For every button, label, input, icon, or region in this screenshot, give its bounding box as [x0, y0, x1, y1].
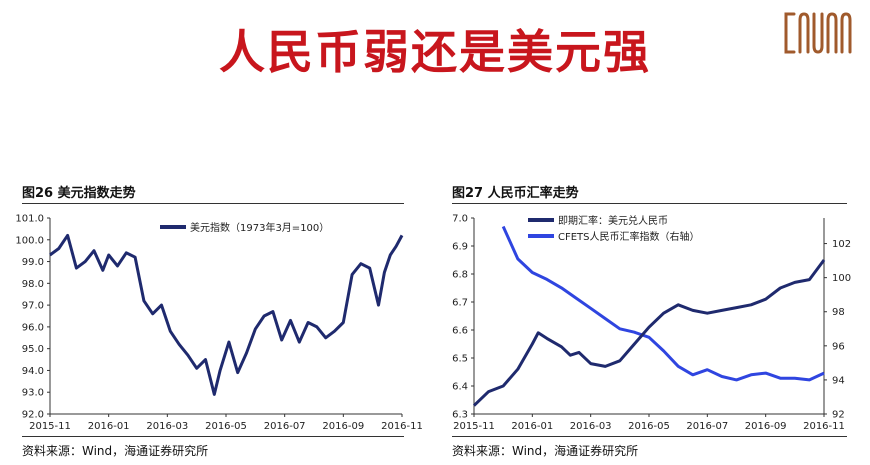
left-chart-title: 图26 美元指数走势 — [22, 186, 136, 201]
right-source-rule — [452, 436, 847, 437]
y-tick-label: 6.6 — [452, 326, 468, 337]
x-tick-label: 2015-11 — [453, 421, 495, 432]
rmb-rate-chart: 6.3 6.4 6.5 6.6 6.7 6.8 6.9 7.0 92 94 96 98 100 102 20… — [452, 214, 851, 433]
y2-tick-label: 98 — [832, 307, 845, 318]
y-tick-label: 93.0 — [22, 388, 44, 399]
y-tick-label: 6.9 — [452, 242, 468, 253]
y-tick-label: 99.0 — [22, 257, 44, 268]
right-source-note: 资料来源：Wind，海通证券研究所 — [452, 444, 639, 458]
y2-tick-label: 100 — [832, 273, 851, 284]
x-tick-label: 2016-01 — [511, 421, 553, 432]
x-tick-label: 2016-05 — [628, 421, 670, 432]
y-tick-label: 94.0 — [22, 366, 44, 377]
slide-title: 人民币弱还是美元强 — [219, 25, 651, 79]
y-tick-label: 7.0 — [452, 214, 468, 225]
dollar-index-chart: 92.0 93.0 94.0 95.0 96.0 97.0 98.0 99.0 100.0 101… — [15, 214, 423, 433]
x-tick-label: 2016-07 — [264, 421, 306, 432]
y-tick-label: 96.0 — [22, 322, 44, 333]
y-tick-label: 97.0 — [22, 301, 44, 312]
x-tick-label: 2016-11 — [381, 421, 423, 432]
x-tick-label: 2016-03 — [570, 421, 612, 432]
left-source-note: 资料来源：Wind，海通证券研究所 — [22, 444, 209, 458]
x-tick-label: 2016-01 — [88, 421, 130, 432]
dollar-index-line — [49, 233, 404, 396]
x-tick-label: 2016-09 — [745, 421, 787, 432]
cfets-index-line — [501, 225, 825, 382]
y2-tick-label: 92 — [832, 410, 845, 421]
brand-logo-icon — [784, 12, 852, 54]
y-tick-label: 6.4 — [452, 382, 468, 393]
left-title-rule — [22, 203, 404, 204]
y-tick-label: 6.7 — [452, 298, 468, 309]
x-tick-label: 2016-03 — [146, 421, 188, 432]
x-tick-label: 2016-05 — [205, 421, 247, 432]
y-tick-label: 100.0 — [15, 235, 44, 246]
x-tick-label: 2015-11 — [29, 421, 71, 432]
y-tick-label: 92.0 — [22, 410, 44, 421]
y-tick-label: 101.0 — [15, 214, 44, 225]
right-chart-title: 图27 人民币汇率走势 — [452, 186, 579, 201]
y2-tick-label: 96 — [832, 341, 845, 352]
left-source-rule — [22, 436, 404, 437]
y-tick-label: 6.3 — [452, 410, 468, 421]
x-tick-label: 2016-09 — [322, 421, 364, 432]
y-tick-label: 98.0 — [22, 279, 44, 290]
y-tick-label: 95.0 — [22, 344, 44, 355]
y2-tick-label: 94 — [832, 375, 845, 386]
y-tick-label: 6.8 — [452, 270, 468, 281]
spot-rate-line — [472, 259, 826, 407]
legend-label: 美元指数（1973年3月=100） — [190, 221, 329, 234]
legend-label-cfets: CFETS人民币汇率指数（右轴） — [558, 230, 700, 243]
x-tick-label: 2016-07 — [686, 421, 728, 432]
y2-tick-label: 102 — [832, 239, 851, 250]
right-title-rule — [452, 203, 847, 204]
x-tick-label: 2016-11 — [803, 421, 845, 432]
legend-label-spot: 即期汇率：美元兑人民币 — [558, 214, 668, 227]
y-tick-label: 6.5 — [452, 354, 468, 365]
